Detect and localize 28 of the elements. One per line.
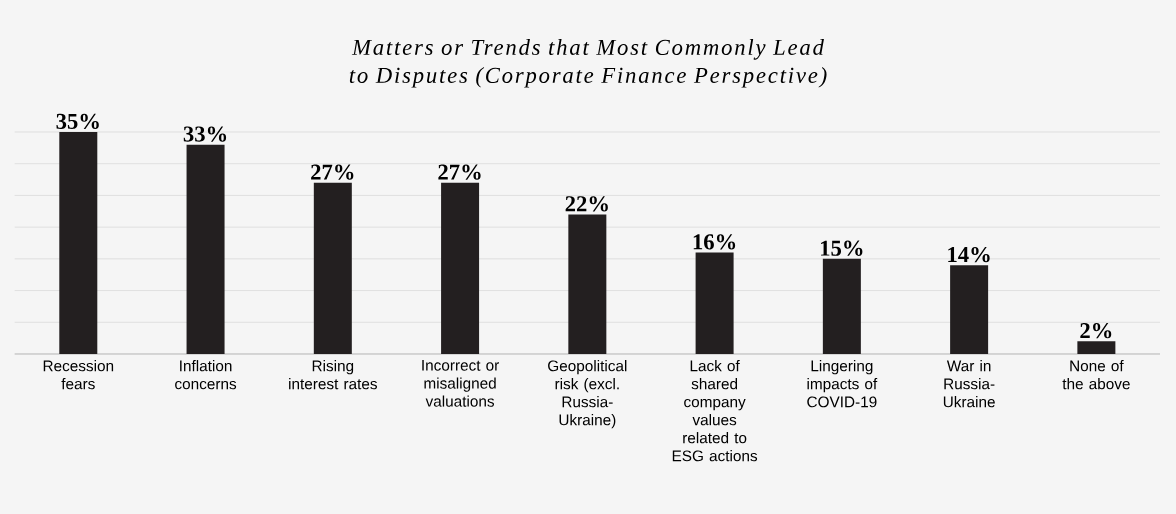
data-label: 27% (311, 164, 354, 180)
x-tick-label: Incorrect or misaligned valuations (422, 360, 500, 407)
bar (695, 252, 734, 354)
x-tick-label: War in Russia-Ukraine (943, 360, 995, 408)
data-label: 14% (948, 246, 990, 263)
x-tick-label: Lack of shared company values related to ESG actions (672, 360, 758, 462)
bar (313, 182, 352, 354)
chart-title: Matters or Trends that Most Commonly Lead to Disputes (Corporate Finance Perspective) (349, 39, 827, 88)
x-tick-label: Geopolitical risk (excl. Russia-Ukraine) (548, 360, 627, 429)
bar (822, 258, 861, 354)
bar (950, 265, 989, 354)
x-tick-label: Rising interest rates (289, 360, 377, 390)
data-label: 2% (1080, 323, 1112, 339)
bar (568, 214, 607, 354)
x-tick-label: None of the above (1062, 360, 1130, 390)
x-tick-label: Inflation concerns (175, 360, 237, 390)
x-tick-label: Lingering impacts of COVID-19 (807, 360, 878, 408)
bar (59, 132, 98, 354)
bar (186, 144, 225, 354)
data-label: 15% (821, 240, 863, 256)
data-label: 22% (565, 196, 608, 212)
data-label: 35% (56, 113, 99, 130)
data-label: 16% (693, 234, 736, 250)
bar (1077, 341, 1116, 354)
data-label: 27% (438, 164, 481, 180)
bar (441, 182, 480, 354)
data-label: 33% (183, 126, 227, 142)
x-tick-label: Recession fears (43, 360, 114, 390)
